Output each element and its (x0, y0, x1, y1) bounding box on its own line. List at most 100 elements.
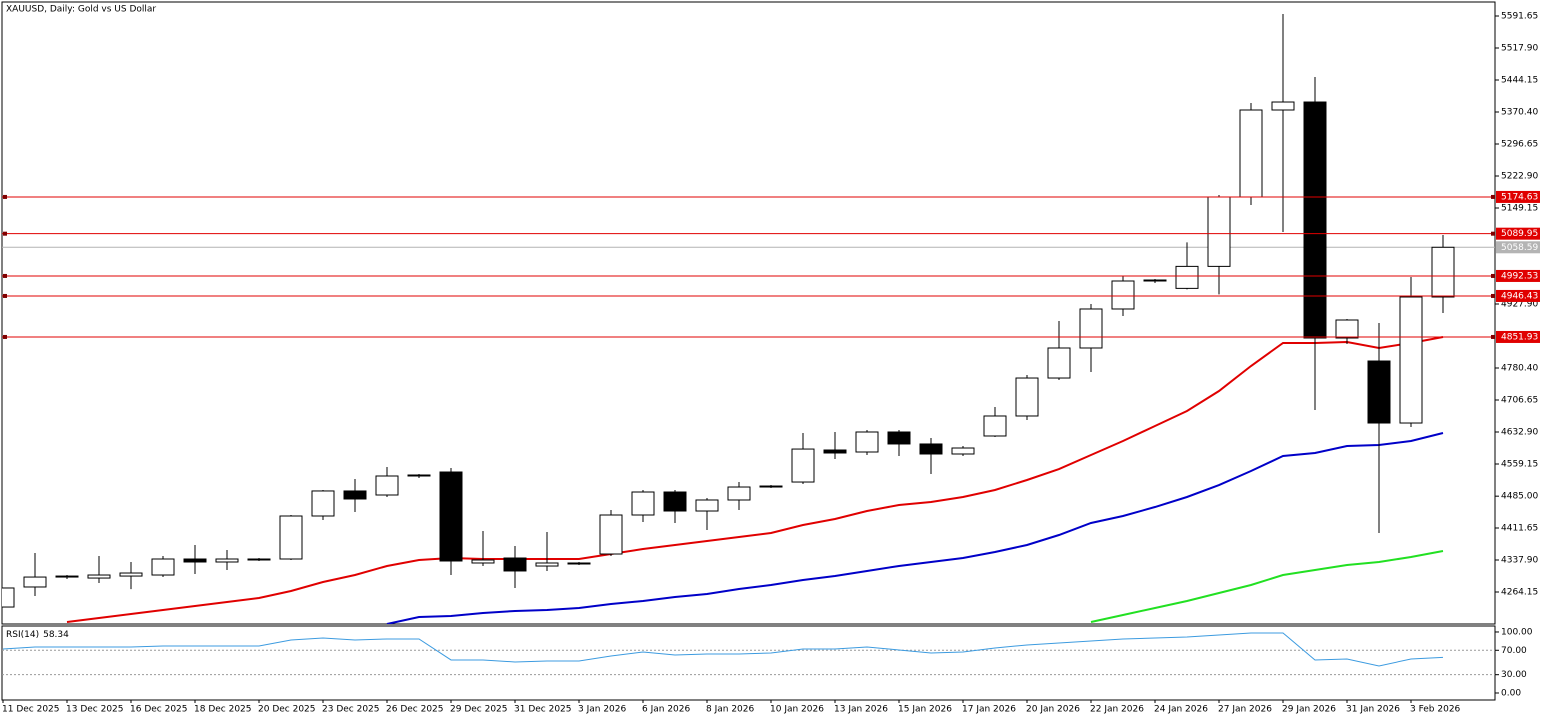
x-tick-label: 26 Dec 2025 (386, 705, 444, 715)
line-series (66, 335, 1444, 623)
candle-body (1335, 319, 1359, 339)
x-tick-label: 17 Jan 2026 (962, 705, 1016, 715)
candle-body (215, 558, 239, 563)
x-tick-label: 6 Jan 2026 (642, 705, 690, 715)
x-tick-label: 3 Feb 2026 (1410, 705, 1461, 715)
level-handle (3, 273, 7, 278)
candle-body (1175, 265, 1199, 289)
candle-body (727, 486, 751, 501)
candle-body (1271, 101, 1295, 111)
x-tick-label: 23 Dec 2025 (322, 705, 380, 715)
x-tick-label: 27 Jan 2026 (1218, 705, 1272, 715)
candle-body (439, 471, 463, 562)
x-tick-label: 16 Dec 2025 (130, 705, 188, 715)
candle-body (183, 558, 207, 563)
y-tick-label: 4411.65 (1501, 523, 1538, 533)
level-handle (1491, 194, 1495, 199)
candle-body (23, 576, 47, 588)
y-tick-label: 4780.40 (1501, 363, 1538, 373)
y-tick-label: 4706.65 (1501, 395, 1538, 405)
candle-body (1431, 246, 1455, 298)
candle-body (343, 490, 367, 500)
candle-body (1047, 347, 1071, 379)
candle-body (855, 431, 879, 453)
y-tick-label: 5222.90 (1501, 171, 1538, 181)
candle-body (151, 558, 175, 576)
candle-body (311, 490, 335, 517)
candle-body (1303, 101, 1327, 339)
level-tag-label: 5174.63 (1501, 192, 1538, 202)
x-tick-label: 22 Jan 2026 (1090, 705, 1144, 715)
y-tick-label: 0.00 (1501, 688, 1521, 698)
candle-body (375, 475, 399, 496)
candle-body (791, 448, 815, 483)
candle-body (1015, 377, 1039, 417)
level-tag (1496, 269, 1540, 282)
y-tick-label: 30.00 (1501, 670, 1527, 680)
level-tag (1496, 289, 1540, 302)
candle-body (247, 558, 271, 561)
candle-body (2, 587, 15, 608)
level-tag-label: 4851.93 (1501, 332, 1538, 342)
candle-body (887, 431, 911, 445)
y-tick-label: 5296.65 (1501, 139, 1538, 149)
candle-body (55, 575, 79, 578)
candle-body (87, 574, 111, 579)
candle-body (1239, 109, 1263, 198)
y-tick-label: 100.00 (1501, 627, 1533, 637)
x-tick-label: 15 Jan 2026 (898, 705, 952, 715)
level-tag-label: 4946.43 (1501, 291, 1538, 301)
y-tick-label: 4264.15 (1501, 587, 1538, 597)
chart-title: XAUUSD, Daily: Gold vs US Dollar (6, 5, 156, 15)
candle-body (471, 559, 495, 564)
candle-body (663, 491, 687, 512)
y-tick-label: 5444.15 (1501, 75, 1538, 85)
y-tick-label: 4559.15 (1501, 459, 1538, 469)
level-tag (1496, 330, 1540, 343)
y-tick-label: 4337.90 (1501, 555, 1538, 565)
level-handle (1491, 334, 1495, 339)
candle-body (1207, 196, 1231, 267)
main-frame (1, 1, 1496, 625)
x-tick-label: 29 Jan 2026 (1282, 705, 1336, 715)
candle-body (279, 515, 303, 560)
candle-body (1399, 296, 1423, 424)
level-handle (3, 334, 7, 339)
candle-body (1143, 279, 1167, 282)
main-plot (2, 13, 1495, 624)
x-tick-label: 8 Jan 2026 (706, 705, 754, 715)
level-handle (1491, 231, 1495, 236)
line-series (1090, 550, 1444, 623)
candle-body (983, 415, 1007, 437)
level-tag (1496, 227, 1540, 240)
y-tick-label: 4632.90 (1501, 427, 1538, 437)
candle-body (695, 499, 719, 512)
y-tick-label: 4485.00 (1501, 492, 1538, 502)
indicator-value: 58.34 (43, 630, 69, 640)
line-series (2, 632, 1444, 667)
indicator-title: RSI(14) 58.34 (6, 630, 69, 640)
x-tick-label: 3 Jan 2026 (578, 705, 626, 715)
candle-body (951, 447, 975, 455)
candle-body (919, 443, 943, 455)
x-tick-label: 13 Dec 2025 (66, 705, 124, 715)
x-tick-label: 31 Dec 2025 (514, 705, 572, 715)
x-tick-label: 20 Jan 2026 (1026, 705, 1080, 715)
candle-body (1367, 360, 1391, 424)
candle-body (503, 557, 527, 572)
x-tick-label: 13 Jan 2026 (834, 705, 888, 715)
candle-body (1111, 280, 1135, 310)
last-price-label: 5058.59 (1501, 243, 1538, 253)
x-tick-label: 10 Jan 2026 (770, 705, 824, 715)
level-handle (3, 194, 7, 199)
last-price-tag (1496, 241, 1540, 254)
candle-body (823, 449, 847, 454)
candle-body (119, 572, 143, 577)
level-handle (1491, 293, 1495, 298)
y-tick-label: 5591.65 (1501, 11, 1538, 21)
level-handle (3, 293, 7, 298)
line-series (386, 432, 1444, 624)
rsi-frame (1, 625, 1496, 701)
